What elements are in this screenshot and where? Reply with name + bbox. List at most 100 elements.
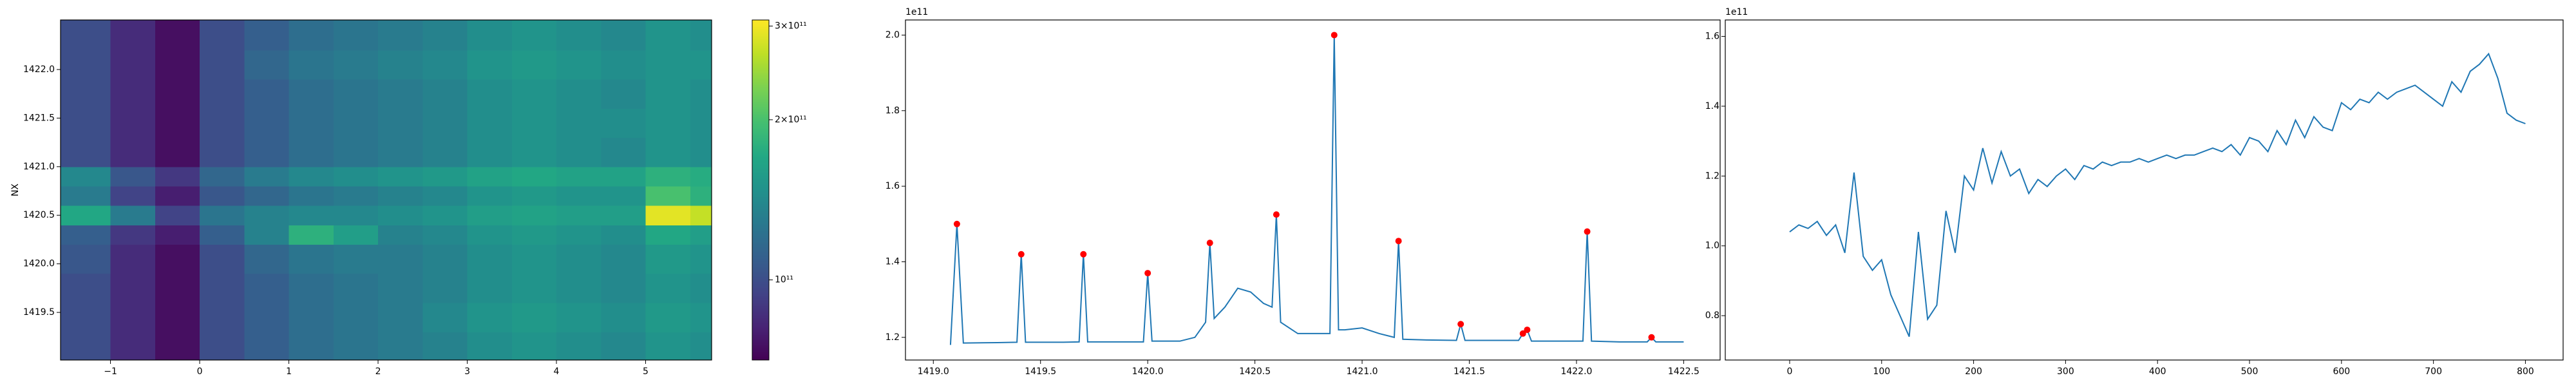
heatmap-cell	[155, 273, 200, 303]
colorbar-step	[752, 256, 769, 259]
colorbar-step	[752, 152, 769, 155]
y-tick-label: 2.0	[886, 30, 900, 40]
colorbar-step	[752, 312, 769, 315]
x-tick-label: 3	[464, 366, 470, 377]
colorbar-step	[752, 154, 769, 157]
colorbar-step	[752, 132, 769, 135]
colorbar-step	[752, 319, 769, 321]
colorbar-step	[752, 162, 769, 165]
y-tick-label: 1.2	[1705, 171, 1719, 181]
colorbar-step	[752, 212, 769, 214]
colorbar-step	[752, 210, 769, 213]
colorbar-step	[752, 236, 769, 238]
heatmap-cell	[200, 225, 245, 245]
heatmap-cell	[645, 205, 691, 225]
heatmap-cell	[110, 205, 156, 225]
colorbar-step	[752, 90, 769, 92]
colorbar-step	[752, 318, 769, 320]
heatmap-cell	[378, 20, 423, 51]
heatmap-cell	[556, 332, 601, 360]
heatmap-cell	[244, 302, 290, 332]
heatmap-cell	[467, 79, 513, 109]
colorbar-step	[752, 287, 769, 289]
colorbar-tick-label: 10¹¹	[775, 275, 793, 285]
heatmap-cell	[378, 50, 423, 80]
heatmap-cell	[690, 137, 712, 167]
colorbar-step	[752, 356, 769, 359]
heatmap-cell	[244, 166, 290, 187]
colorbar-step	[752, 53, 769, 57]
colorbar-step	[752, 59, 769, 61]
colorbar-step	[752, 283, 769, 286]
heatmap-cell	[378, 137, 423, 167]
peak-point	[1524, 327, 1531, 334]
heatmap-cell	[378, 332, 423, 360]
heatmap-cell	[200, 185, 245, 206]
colorbar-step	[752, 166, 769, 169]
heatmap-cell	[110, 185, 156, 206]
panel: 10¹¹ 2×10¹¹ 3×10¹¹ NX −1 0 1 2 3 4 5 1419.5 1420.0 14…	[10, 19, 807, 377]
heatmap-cell	[378, 108, 423, 138]
colorbar-step	[752, 71, 769, 73]
x-tick-label: 100	[1873, 366, 1890, 377]
heatmap-cell	[645, 166, 691, 187]
colorbar-step	[752, 82, 769, 85]
heatmap-cell	[556, 185, 601, 206]
heatmap-cell	[61, 79, 111, 109]
colorbar-step	[752, 271, 769, 274]
heatmap-cell	[467, 166, 513, 187]
heatmap-cell	[690, 273, 712, 303]
heatmap-cell	[601, 20, 647, 51]
heatmap-cell	[422, 79, 468, 109]
heatmap-cell	[155, 108, 200, 138]
colorbar-step	[752, 298, 769, 301]
heatmap-cell	[333, 185, 379, 206]
heatmap-cell	[467, 273, 513, 303]
colorbar-step	[752, 227, 769, 230]
colorbar-step	[752, 302, 769, 305]
x-tick-label: 0	[1787, 366, 1793, 377]
heatmap-cell	[422, 244, 468, 274]
colorbar-step	[752, 181, 769, 184]
heatmap-cell	[110, 273, 156, 303]
heatmap-cell	[333, 20, 379, 51]
heatmap-cell	[244, 137, 290, 167]
axes-frame	[1725, 19, 2564, 361]
colorbar-step	[752, 254, 769, 257]
colorbar-step	[752, 198, 769, 201]
y-tick-label: 1.8	[886, 106, 900, 116]
colorbar-step	[752, 202, 769, 204]
colorbar-step	[752, 40, 769, 43]
colorbar-step	[752, 244, 769, 247]
heatmap-cell	[511, 302, 557, 332]
heatmap-cell	[556, 20, 601, 51]
colorbar-step	[752, 26, 769, 29]
colorbar-tick-label: 2×10¹¹	[775, 115, 807, 125]
colorbar-step	[752, 30, 769, 33]
colorbar-step	[752, 218, 769, 222]
heatmap-cell	[556, 302, 601, 332]
peak-point	[1519, 330, 1526, 337]
heatmap-cell	[645, 50, 691, 80]
colorbar-step	[752, 117, 769, 119]
peak-point	[1648, 334, 1655, 341]
heatmap-cell	[378, 205, 423, 225]
heatmap-cell	[645, 273, 691, 303]
heatmap-cell	[200, 20, 245, 51]
axes-frame	[905, 19, 1721, 361]
heatmap-cell	[601, 79, 647, 109]
heatmap-cell	[556, 79, 601, 109]
colorbar-step	[752, 241, 769, 243]
heatmap-cell	[110, 20, 156, 51]
colorbar-step	[752, 127, 769, 129]
heatmap-cell	[333, 225, 379, 245]
x-tick-label: 700	[2425, 366, 2442, 377]
heatmap-cell	[289, 205, 334, 225]
y-tick-label: 1420.5	[23, 210, 55, 220]
y-tick-label: 1.4	[886, 256, 900, 267]
heatmap-cell	[467, 332, 513, 360]
line	[1789, 52, 2526, 337]
peak-point	[1273, 211, 1280, 218]
heatmap-cell	[61, 332, 111, 360]
heatmap-cell	[378, 166, 423, 187]
